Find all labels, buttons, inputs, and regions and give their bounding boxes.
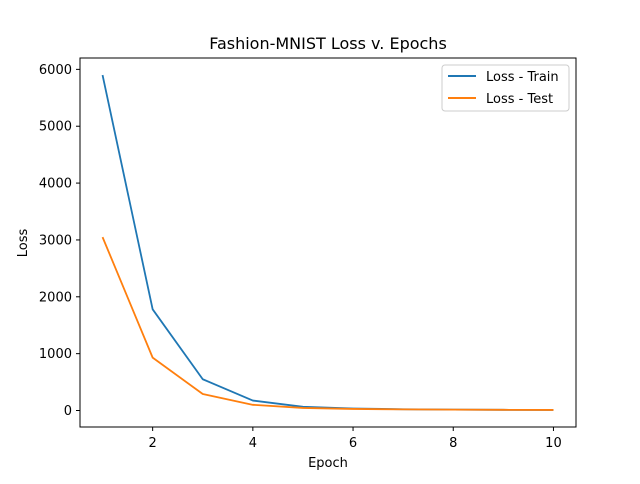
y-tick-label: 2000 xyxy=(39,290,72,305)
y-tick-label: 1000 xyxy=(39,347,72,362)
series-lines xyxy=(101,74,554,411)
x-tick-label: 8 xyxy=(449,436,457,451)
chart-title: Fashion-MNIST Loss v. Epochs xyxy=(209,34,447,53)
legend: Loss - Train Loss - Test xyxy=(441,64,570,112)
plot-frame xyxy=(79,57,577,428)
y-tick-label: 6000 xyxy=(39,63,72,78)
x-tick-label: 10 xyxy=(545,436,562,451)
y-tick-label: 0 xyxy=(64,404,72,419)
x-tick-label: 6 xyxy=(349,436,357,451)
y-tick-label: 3000 xyxy=(39,233,72,248)
legend-label-test: Loss - Test xyxy=(486,92,553,107)
y-axis-label: Loss xyxy=(16,229,31,258)
legend-label-train: Loss - Train xyxy=(486,70,559,85)
plot-area: 2 4 6 8 10 0 1000 2000 3000 4000 5000 6000 xyxy=(39,57,577,451)
x-tick-label: 4 xyxy=(249,436,257,451)
y-axis: 0 1000 2000 3000 4000 5000 6000 xyxy=(39,63,80,419)
y-tick-label: 5000 xyxy=(39,120,72,135)
x-axis-label: Epoch xyxy=(308,456,348,471)
series-line-train xyxy=(101,74,554,411)
y-tick-label: 4000 xyxy=(39,177,72,192)
x-axis: 2 4 6 8 10 xyxy=(149,427,562,451)
x-tick-label: 2 xyxy=(149,436,157,451)
series-line-test xyxy=(101,236,554,411)
